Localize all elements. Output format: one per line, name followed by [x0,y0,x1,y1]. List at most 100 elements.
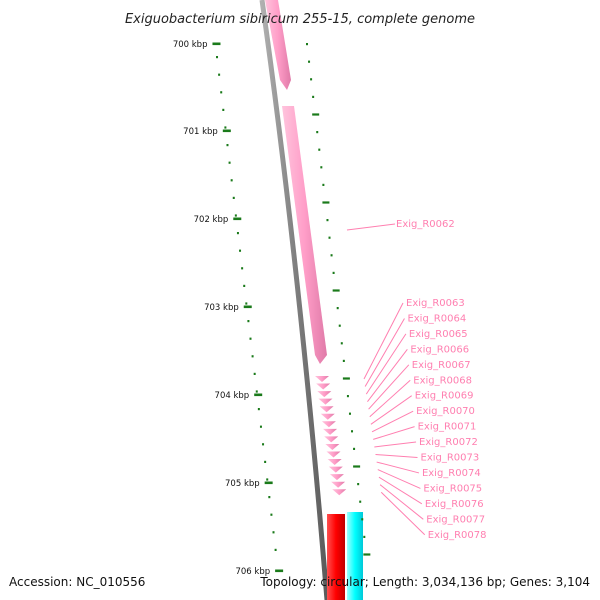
gene-label: Exig_R0069 [415,391,474,402]
gene-labels: Exig_R0062 Exig_R0063 Exig_R0064 Exig_R0065… [346,219,487,541]
major-tick-mark [332,289,340,292]
gene-label: Exig_R0067 [412,360,471,371]
label-leader-line [368,364,410,410]
minor-tick-dot [363,535,366,538]
rna-feature-exig-r0062 [282,106,327,364]
minor-tick-dot [353,447,356,450]
rna-gene-arrow [331,481,346,488]
minor-tick-dot [342,359,345,362]
topology-summary: Topology: circular; Length: 3,034,136 bp… [259,575,590,589]
minor-tick-dot [318,148,321,151]
gene-label: Exig_R0066 [410,344,469,355]
rna-gene-arrow [315,376,329,382]
gene-label: Exig_R0075 [423,483,482,494]
minor-tick-dot [255,390,258,393]
gene-label: Exig_R0070 [416,406,475,417]
red-feature [327,514,345,600]
label-leader-line [379,484,424,520]
rna-feature-upper [265,0,291,90]
rna-gene-arrow [321,421,336,428]
major-tick-mark [363,553,371,556]
minor-tick-dot [249,337,252,340]
scale-tick-label: 706 kbp [235,567,270,577]
label-leader-line [380,491,426,536]
minor-tick-dot [312,95,315,98]
minor-tick-dot [272,531,275,534]
minor-tick-dot [310,78,313,81]
minor-tick-dot [257,408,260,411]
minor-tick-dot [359,500,362,503]
label-leader-line [363,302,404,380]
minor-tick-dot [274,548,277,551]
minor-tick-dot [251,355,254,358]
minor-tick-dot [266,478,269,481]
gene-label: Exig_R0065 [409,329,468,340]
genome-backbone [259,0,330,600]
gene-label: Exig_R0063 [406,298,465,309]
minor-tick-dot [216,56,219,59]
label-leader-line [374,441,417,448]
major-tick-mark [353,465,361,468]
accession-text: Accession: NC_010556 [9,575,145,589]
minor-tick-dot [361,518,364,521]
scale-tick-mark [243,305,252,309]
gene-label: Exig_R0071 [418,422,477,433]
minor-tick-dot [320,166,323,169]
label-leader-line [346,223,396,231]
rna-genes [315,376,347,496]
scale-tick-mark [222,129,231,133]
minor-tick-dot [316,131,319,134]
minor-tick-dot [222,108,225,111]
label-leader-line [375,454,418,458]
minor-tick-dot [259,425,262,428]
scale-tick-mark [264,481,273,485]
minor-tick-dot [239,249,242,252]
minor-tick-dot [332,271,335,274]
minor-tick-dot [348,412,351,415]
label-leader-line [377,469,421,489]
label-leader-line [364,318,405,387]
minor-tick-dot [308,60,311,63]
gene-label: Exig_R0078 [428,530,487,541]
gene-label: Exig_R0074 [422,468,481,479]
minor-tick-dot [270,513,273,516]
label-leader-line [378,476,423,505]
minor-tick-dot [218,73,221,76]
label-leader-line [367,349,408,402]
scale-tick-mark [254,393,263,397]
minor-tick-dot [336,307,339,310]
rna-gene-arrow [320,413,335,420]
tick-dots [216,43,371,556]
minor-tick-dot [351,430,354,433]
label-leader-line [370,395,412,425]
scale-tick-label: 705 kbp [225,479,260,489]
minor-tick-dot [268,496,271,499]
gene-label: Exig_R0077 [426,514,485,525]
scale-tick-label: 702 kbp [194,215,229,225]
map-title: Exiguobacterium sibiricum 255-15, comple… [125,12,475,27]
minor-tick-dot [357,483,360,486]
minor-tick-dot [220,91,223,94]
rna-gene-arrow [326,451,341,458]
minor-tick-dot [245,302,248,305]
minor-tick-dot [247,320,250,323]
minor-tick-dot [241,267,244,270]
rna-gene-arrow [317,391,332,398]
gene-label: Exig_R0072 [419,437,478,448]
cyan-feature [347,512,363,600]
minor-tick-dot [224,126,227,129]
scale-tick-label: 703 kbp [204,303,239,313]
minor-tick-dot [253,372,256,375]
major-tick-mark [342,377,350,380]
minor-tick-dot [326,219,329,222]
gene-label: Exig_R0073 [421,453,480,464]
label-leader-line [371,410,414,433]
rna-gene-arrow [327,459,342,466]
minor-tick-dot [228,161,231,164]
rna-gene-arrow [324,436,339,443]
gene-label: Exig_R0062 [396,219,455,230]
rna-gene-arrow [332,489,347,496]
scale-ticks: 700 kbp 701 kbp 702 kbp 703 kbp 704 kbp 705 k… [173,40,284,577]
scale-tick-label: 700 kbp [173,40,208,50]
rna-gene-arrow [329,474,344,481]
